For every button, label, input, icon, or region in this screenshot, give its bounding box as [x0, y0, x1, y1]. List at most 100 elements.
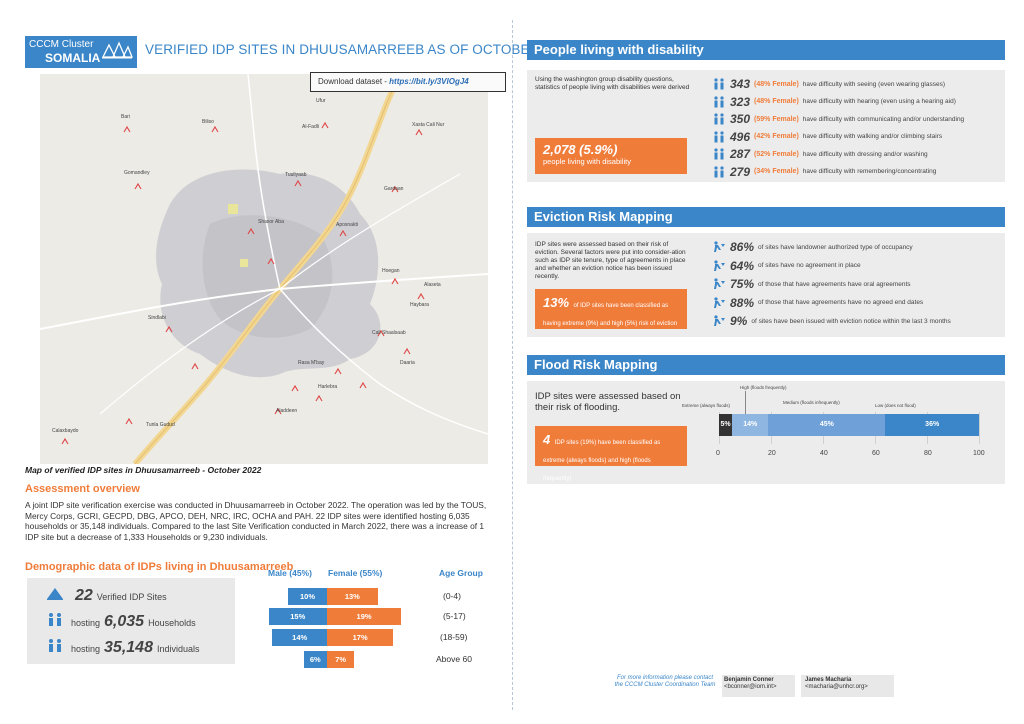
column-divider: [512, 20, 513, 710]
flood-legend-label: Medium (floods infrequently): [783, 400, 840, 405]
people-icon: [714, 78, 724, 90]
age-group-label: (18-59): [440, 632, 468, 642]
people-icon: [714, 130, 724, 142]
individuals-label: Individuals: [156, 644, 200, 654]
family-icon: [49, 613, 61, 626]
map-place-label: Ufur: [316, 98, 326, 104]
female-share: (48% Female): [754, 80, 799, 88]
male-bar: 10%: [288, 588, 327, 605]
eviction-percent: 88%: [730, 295, 755, 310]
demographics-title: Demographic data of IDPs living in Dhuus…: [25, 561, 294, 573]
female-share: (52% Female): [754, 150, 799, 158]
map-place-label: Al-Fadli: [302, 124, 319, 130]
flood-total: 4: [543, 432, 551, 447]
map-place-label: Shaxor Aba: [258, 219, 284, 225]
eviction-percent: 75%: [730, 277, 755, 291]
tents-icon: [101, 41, 133, 59]
disability-count: 279: [730, 164, 751, 179]
disability-item: 323 (48% Female) have difficulty with hear…: [712, 95, 956, 109]
x-axis-tick: 100: [973, 450, 985, 457]
contact-2-name: James Macharia: [805, 677, 852, 683]
eviction-percent: 9%: [730, 314, 748, 328]
sites-value: 22: [75, 587, 93, 604]
eviction-total-label: of IDP sites have been classified as hav…: [543, 303, 678, 327]
female-bar: 13%: [327, 588, 378, 605]
flood-intro: IDP sites were assessed based on their r…: [535, 391, 681, 413]
disability-item: 350 (59% Female) have difficulty with comm…: [712, 112, 964, 126]
map-place-label: Gardaan: [384, 186, 404, 192]
overview-text: A joint IDP site verification exercise w…: [25, 500, 487, 542]
age-group-label: (5-17): [443, 611, 466, 621]
disability-count: 323: [730, 94, 751, 109]
map-caption: Map of verified IDP sites in Dhuusamarre…: [25, 465, 262, 475]
eviction-icon: [714, 241, 725, 252]
page-title: VERIFIED IDP SITES IN DHUUSAMARREEB AS O…: [145, 42, 574, 57]
disability-total-label: people living with disability: [543, 157, 631, 166]
people-icon: [714, 148, 724, 160]
male-bar: 14%: [272, 629, 327, 646]
disability-panel: Using the washington group disability qu…: [527, 70, 1005, 182]
eviction-text: of sites have no agreement in place: [758, 262, 861, 269]
age-group-header: Age Group: [439, 568, 483, 578]
grid-line: [979, 412, 980, 444]
flood-bar-segment: 14%: [732, 414, 769, 436]
individuals-row: hosting 35,148 Individuals: [45, 638, 200, 657]
x-axis-tick: 80: [924, 450, 932, 457]
disability-total: 2,078 (5.9%): [543, 142, 618, 157]
eviction-highlight: 13% of IDP sites have been classified as…: [535, 289, 687, 329]
eviction-text: of those that have agreements have oral …: [758, 280, 911, 288]
flood-header: Flood Risk Mapping: [527, 355, 1005, 375]
overview-title: Assessment overview: [25, 483, 140, 495]
download-link[interactable]: https://bit.ly/3VlOgJ4: [389, 77, 469, 86]
individuals-value: 35,148: [104, 639, 153, 656]
flood-bar-segment: 45%: [768, 414, 886, 436]
eviction-item: 64% of sites have no agreement in place: [712, 259, 861, 273]
flood-legend-label: Low (does not flood): [875, 403, 916, 408]
tent-icon: [47, 588, 63, 600]
map-place-label: Daaria: [400, 360, 415, 366]
logo-line2: SOMALIA: [45, 51, 101, 65]
age-group-label: Above 60: [436, 654, 472, 664]
individuals-prefix: hosting: [71, 644, 101, 654]
map-place-label: Aladdeen: [276, 408, 298, 414]
flood-bar-segment: 36%: [885, 414, 979, 436]
download-dataset-box[interactable]: Download dataset - https://bit.ly/3VlOgJ…: [310, 72, 506, 92]
contact-card-2: James Macharia <macharia@unhcr.org>: [801, 675, 894, 697]
idp-sites-map[interactable]: Bari Biliso Al-Fadli Ufur Xasta Cali Nur…: [40, 74, 488, 464]
male-header: Male (45%): [268, 568, 312, 578]
contact-1-email[interactable]: <bconner@iom.int>: [724, 684, 777, 690]
flood-bar-segment: 5%: [719, 414, 732, 436]
households-prefix: hosting: [71, 618, 101, 628]
eviction-item: 88% of those that have agreements have no…: [712, 296, 923, 310]
female-bar: 19%: [327, 608, 402, 625]
map-place-label: Calaxbaydo: [52, 428, 79, 434]
contact-card-1: Benjamin Conner <bconner@iom.int>: [722, 675, 795, 697]
male-bar: 15%: [268, 608, 327, 625]
eviction-icon: [714, 278, 725, 289]
eviction-item: 75% of those that have agreements have or…: [712, 277, 911, 291]
map-place-label: Cali Shaalsaab: [372, 330, 406, 336]
map-place-label: Xasta Cali Nur: [412, 122, 445, 128]
people-icon: [714, 95, 724, 107]
disability-text: have difficulty with walking and/or clim…: [802, 133, 943, 140]
disability-text: have difficulty with dressing and/or was…: [802, 150, 928, 158]
eviction-text: of those that have agreements have no ag…: [758, 299, 924, 306]
female-share: (34% Female): [754, 168, 799, 175]
female-bar: 17%: [327, 629, 394, 646]
female-share: (59% Female): [754, 115, 799, 123]
eviction-panel: IDP sites were assessed based on their r…: [527, 233, 1005, 337]
households-label: Households: [148, 618, 196, 628]
eviction-percent: 64%: [730, 258, 755, 273]
x-axis-tick: 40: [820, 450, 828, 457]
people-icon: [49, 639, 61, 652]
disability-item: 496 (42% Female) have difficulty with walk…: [712, 130, 942, 144]
eviction-icon: [714, 259, 725, 271]
map-place-label: Sindlabi: [148, 315, 166, 321]
eviction-item: 86% of sites have landowner authorized ty…: [712, 240, 913, 254]
x-axis-tick: 20: [768, 450, 776, 457]
contact-2-email[interactable]: <macharia@unhcr.org>: [805, 684, 868, 690]
disability-count: 343: [730, 77, 751, 91]
disability-text: have difficulty with hearing (even using…: [802, 98, 956, 105]
households-value: 6,035: [104, 613, 145, 630]
eviction-text: of sites have been issued with eviction …: [751, 317, 951, 325]
